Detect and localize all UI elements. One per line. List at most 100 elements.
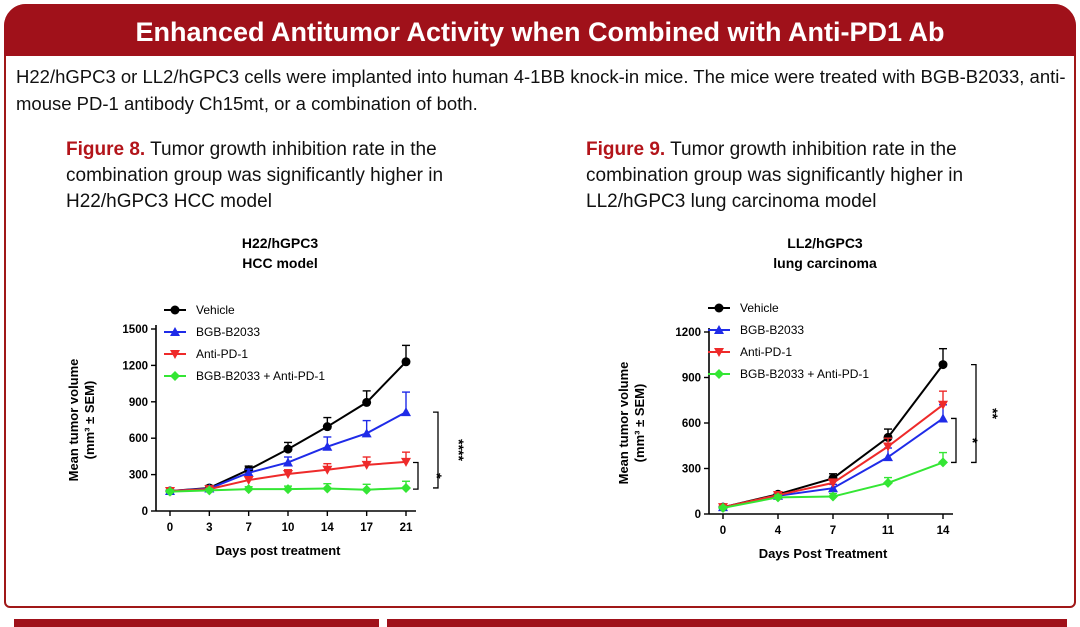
figure-9-text: Tumor growth inhibition rate in the comb… [586,139,964,212]
legend-label: Anti-PD-1 [196,347,248,361]
footer-bar-right [387,619,1067,627]
data-point [322,441,333,451]
data-point [283,444,293,454]
x-tick-label: 7 [830,525,836,537]
legend-label: Anti-PD-1 [740,345,792,359]
intro-text: H22/hGPC3 or LL2/hGPC3 cells were implan… [16,66,1066,114]
significance-label: * [429,473,445,479]
data-point [283,469,293,479]
data-point [883,432,893,442]
y-tick-label: 0 [695,509,701,521]
data-point [322,422,332,432]
ll2-tumor-volume-chart: LL2/hGPC3 lung carcinoma 0 300 600 900 1200 0 4 7… [616,235,1001,561]
y-tick-label: 1500 [122,324,148,336]
legend-marker [714,369,724,379]
data-point [883,452,893,462]
legend-label: BGB-B2033 [196,325,260,339]
data-point [322,483,333,494]
h22-tumor-volume-chart: H22/hGPC3 HCC model 0 300 600 900 1200 1500 0 3 7 1… [66,235,467,558]
significance-label: **** [451,439,467,461]
legend-marker [714,303,724,313]
data-point [828,478,838,488]
data-point [401,357,411,367]
y-tick-label: 300 [129,470,148,482]
y-tick-label: 1200 [122,360,148,372]
legend-label: BGB-B2033 [740,323,804,337]
data-point [243,467,254,477]
y-tick-label: 0 [142,506,148,518]
series-bgb-b2033-anti-pd-1 [718,451,948,513]
footer-bar [4,615,1076,627]
data-point [938,457,948,468]
legend-marker [714,325,724,334]
significance-bracket [433,411,439,489]
y-axis-label-unit: (mm³ ± SEM) [82,381,97,460]
data-point [401,482,411,493]
y-tick-label: 600 [129,433,148,445]
figure-9-caption: Figure 9. Tumor growth inhibition rate i… [586,137,1026,215]
y-axis-label: Mean tumor volume [66,359,81,482]
data-point [938,360,948,370]
y-axis-label: Mean tumor volume [616,362,631,485]
data-point [718,502,728,513]
y-tick-label: 600 [682,418,701,430]
legend-marker [170,305,180,315]
data-point [401,407,411,417]
x-axis-label: Days Post Treatment [759,546,888,561]
x-tick-label: 14 [937,525,950,537]
significance-label: ** [985,408,1001,419]
page-title: Enhanced Antitumor Activity when Combine… [4,4,1076,56]
x-tick-label: 21 [400,522,413,534]
legend-marker [170,350,180,359]
x-tick-label: 0 [167,522,173,534]
data-point [773,492,783,503]
figure-8-text: Tumor growth inhibition rate in the comb… [66,139,444,212]
data-point [361,460,372,470]
footer-bar-left [14,619,379,627]
data-point [204,485,215,496]
data-point [362,397,372,407]
figure-9-label: Figure 9. [586,139,666,160]
data-point [828,491,838,502]
chart-title-line: HCC model [242,255,317,271]
data-point [283,457,293,467]
significance-label: * [965,438,981,444]
figure-8-label: Figure 8. [66,139,146,160]
y-axis-label-unit: (mm³ ± SEM) [632,384,647,463]
significance-bracket [413,461,419,490]
legend-marker [170,327,180,336]
data-point [283,484,293,495]
x-tick-label: 7 [245,522,251,534]
y-tick-label: 300 [682,464,701,476]
legend-label: Vehicle [196,303,235,317]
legend-label: BGB-B2033 + Anti-PD-1 [740,367,869,381]
data-point [243,484,254,495]
x-tick-label: 3 [206,522,212,534]
data-point [938,400,948,410]
data-point [883,477,893,488]
significance-bracket [971,363,977,464]
x-tick-label: 0 [720,525,726,537]
data-point [165,486,175,497]
figure-8-caption: Figure 8. Tumor growth inhibition rate i… [66,137,506,215]
data-point [361,428,372,438]
data-point [322,465,333,475]
y-tick-label: 900 [682,373,701,385]
x-tick-label: 14 [321,522,334,534]
x-axis-label: Days post treatment [216,543,342,558]
data-point [361,484,372,495]
data-point [883,442,893,452]
y-tick-label: 1200 [675,327,701,339]
legend-label: BGB-B2033 + Anti-PD-1 [196,369,325,383]
data-point [243,476,254,486]
legend-marker [170,371,180,381]
data-point [401,457,411,467]
x-tick-label: 10 [282,522,295,534]
series-anti-pd-1 [718,390,948,513]
significance-bracket [951,417,957,464]
chart-title-line: H22/hGPC3 [242,235,318,251]
series-bgb-b2033-anti-pd-1 [165,480,411,497]
x-tick-label: 17 [360,522,373,534]
x-tick-label: 11 [882,525,895,537]
data-point [938,413,948,423]
